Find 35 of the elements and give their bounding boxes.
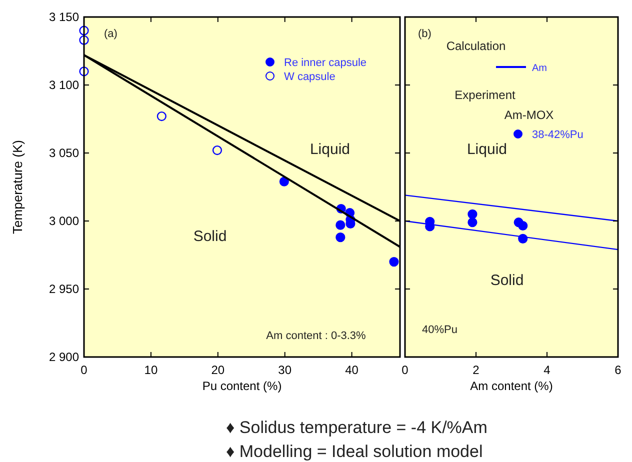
annotation: Liquid (310, 141, 350, 158)
x-tick-label: 0 (402, 363, 409, 377)
annotation: Am content : 0-3.3% (266, 330, 366, 342)
x-axis-title: Pu content (%) (202, 379, 282, 393)
x-tick-label: 40 (345, 363, 359, 377)
x-tick-label: 30 (278, 363, 292, 377)
text: ♦ Solidus temperature = -4 K/%Am (226, 418, 488, 437)
legend-label: W capsule (284, 71, 336, 83)
legend-label: 38-42%Pu (532, 129, 584, 141)
y-tick-label: 2 950 (48, 282, 80, 296)
text: ♦ Modelling = Ideal solution model (226, 442, 483, 461)
legend-label: Re inner capsule (284, 57, 367, 69)
annotation: Am-MOX (504, 108, 554, 122)
x-tick-label: 6 (614, 363, 622, 377)
x-tick-label: 4 (544, 363, 551, 377)
x-tick-label: 0 (80, 363, 88, 377)
annotation: Liquid (466, 141, 508, 158)
x-tick-label: 20 (211, 363, 225, 377)
annotation: 40%Pu (422, 324, 458, 336)
x-axis-title: Am content (%) (470, 379, 553, 393)
y-tick-label: 3 050 (48, 146, 80, 160)
annotation: (a) (104, 28, 118, 40)
annotation: Calculation (446, 39, 506, 53)
annotation: Solid (193, 228, 227, 245)
y-tick-label: 3 000 (48, 214, 80, 228)
y-tick-label: 3 150 (48, 10, 80, 24)
y-axis-title: Temperature (K) (10, 140, 25, 234)
legend-label: Am (532, 63, 547, 74)
y-tick-label: 2 900 (48, 350, 80, 364)
annotation: Experiment (454, 88, 516, 102)
annotation: Solid (490, 272, 524, 289)
x-tick-label: 2 (472, 363, 480, 377)
y-tick-label: 3 100 (48, 78, 80, 92)
x-tick-label: 10 (144, 363, 158, 377)
annotation: (b) (418, 28, 432, 40)
